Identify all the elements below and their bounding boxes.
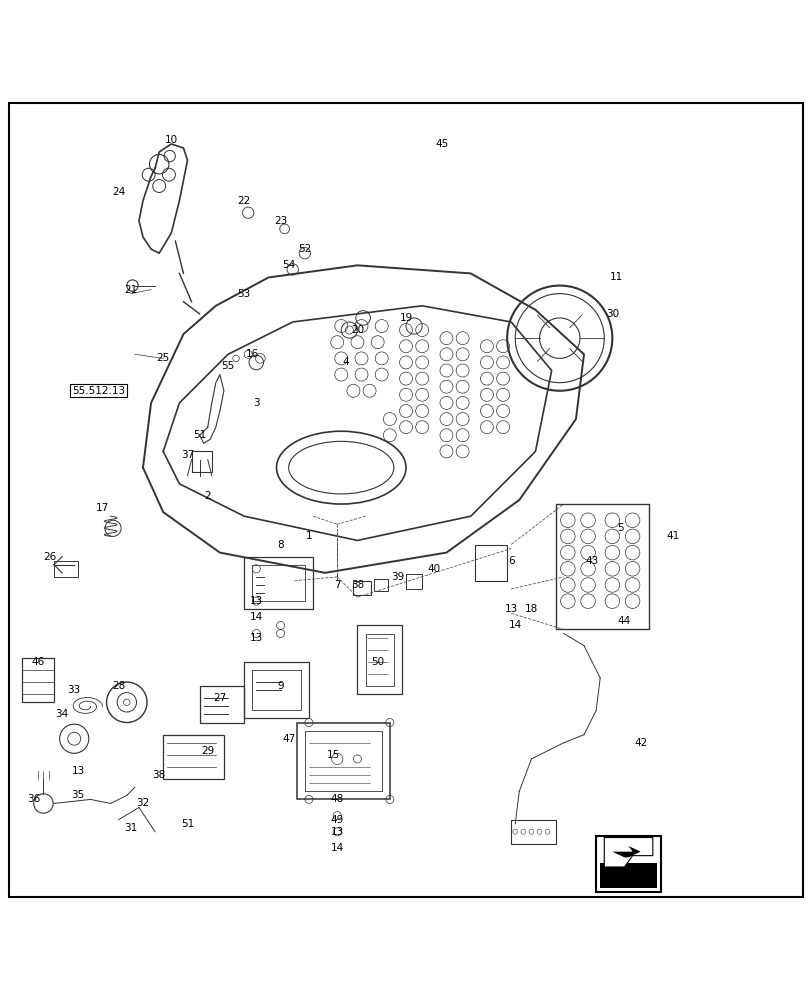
Bar — [474, 545, 507, 581]
Text: 25: 25 — [157, 353, 169, 363]
Bar — [244, 662, 308, 718]
Bar — [353, 581, 371, 595]
Bar — [252, 670, 300, 710]
Text: 37: 37 — [181, 450, 194, 460]
Bar — [252, 565, 304, 601]
Polygon shape — [611, 846, 640, 857]
Bar — [511, 820, 555, 844]
Text: 54: 54 — [281, 260, 295, 270]
Text: 49: 49 — [330, 815, 343, 825]
Text: 35: 35 — [71, 790, 85, 800]
Text: 51: 51 — [181, 819, 194, 829]
Bar — [406, 574, 422, 589]
Text: 13: 13 — [330, 827, 343, 837]
Text: 26: 26 — [43, 552, 57, 562]
Text: 11: 11 — [609, 272, 622, 282]
Text: 14: 14 — [330, 843, 343, 853]
Text: 36: 36 — [27, 794, 41, 804]
Text: 29: 29 — [201, 746, 214, 756]
Bar — [357, 625, 401, 694]
Text: 6: 6 — [507, 556, 514, 566]
Text: 24: 24 — [112, 187, 125, 197]
Text: 43: 43 — [585, 556, 598, 566]
Text: 19: 19 — [399, 313, 412, 323]
Text: 14: 14 — [249, 612, 263, 622]
Text: 34: 34 — [55, 709, 69, 719]
Bar — [244, 557, 312, 609]
Text: 40: 40 — [427, 564, 440, 574]
Bar — [163, 735, 224, 779]
Text: 32: 32 — [136, 798, 149, 808]
Text: 38: 38 — [152, 770, 165, 780]
Text: 38: 38 — [350, 580, 363, 590]
Text: 17: 17 — [96, 503, 109, 513]
Text: 8: 8 — [277, 540, 284, 550]
Text: 21: 21 — [124, 285, 137, 295]
Text: 1: 1 — [305, 531, 311, 541]
Text: 42: 42 — [633, 738, 646, 748]
Text: 5: 5 — [616, 523, 623, 533]
Bar — [555, 504, 648, 629]
Text: 4: 4 — [341, 357, 348, 367]
Text: 45: 45 — [436, 139, 448, 149]
Bar — [304, 731, 381, 791]
Text: 13: 13 — [504, 604, 517, 614]
Text: 13: 13 — [249, 633, 263, 643]
Bar — [200, 686, 244, 723]
Text: 23: 23 — [273, 216, 287, 226]
Text: 22: 22 — [238, 196, 251, 206]
Text: 14: 14 — [508, 620, 521, 630]
Text: 39: 39 — [391, 572, 404, 582]
Text: 20: 20 — [350, 325, 363, 335]
Text: 52: 52 — [298, 244, 311, 254]
Text: 28: 28 — [112, 681, 125, 691]
Polygon shape — [603, 838, 652, 867]
Text: 13: 13 — [71, 766, 85, 776]
Text: 44: 44 — [617, 616, 630, 626]
Text: 9: 9 — [277, 681, 284, 691]
Text: 13: 13 — [249, 596, 263, 606]
Bar — [22, 658, 54, 702]
Text: 51: 51 — [193, 430, 206, 440]
Text: 2: 2 — [204, 491, 211, 501]
Bar — [365, 634, 393, 686]
Text: 50: 50 — [371, 657, 384, 667]
Text: 18: 18 — [524, 604, 538, 614]
Text: 33: 33 — [67, 685, 81, 695]
Bar — [54, 561, 78, 577]
Text: 48: 48 — [330, 794, 343, 804]
Text: 15: 15 — [326, 750, 339, 760]
Text: 31: 31 — [124, 823, 137, 833]
Text: 27: 27 — [213, 693, 226, 703]
Text: 55: 55 — [221, 361, 234, 371]
Text: 41: 41 — [666, 531, 679, 541]
Text: 55.512.13: 55.512.13 — [72, 386, 125, 396]
Bar — [296, 723, 389, 799]
Text: 10: 10 — [165, 135, 178, 145]
Text: 47: 47 — [281, 734, 295, 744]
Bar — [595, 836, 660, 892]
Bar — [599, 863, 656, 888]
Text: 16: 16 — [245, 349, 259, 359]
Bar — [373, 579, 388, 591]
Bar — [191, 451, 212, 472]
Text: 3: 3 — [253, 398, 260, 408]
Text: 7: 7 — [333, 580, 340, 590]
Text: 30: 30 — [605, 309, 618, 319]
Text: 53: 53 — [238, 289, 251, 299]
Text: 46: 46 — [31, 657, 45, 667]
